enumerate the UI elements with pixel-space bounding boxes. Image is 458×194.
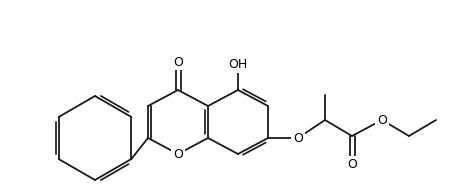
Text: O: O bbox=[293, 132, 303, 145]
Text: OH: OH bbox=[229, 59, 248, 72]
Text: O: O bbox=[173, 147, 183, 160]
Text: O: O bbox=[173, 55, 183, 68]
Text: O: O bbox=[377, 113, 387, 126]
Text: O: O bbox=[347, 158, 357, 171]
